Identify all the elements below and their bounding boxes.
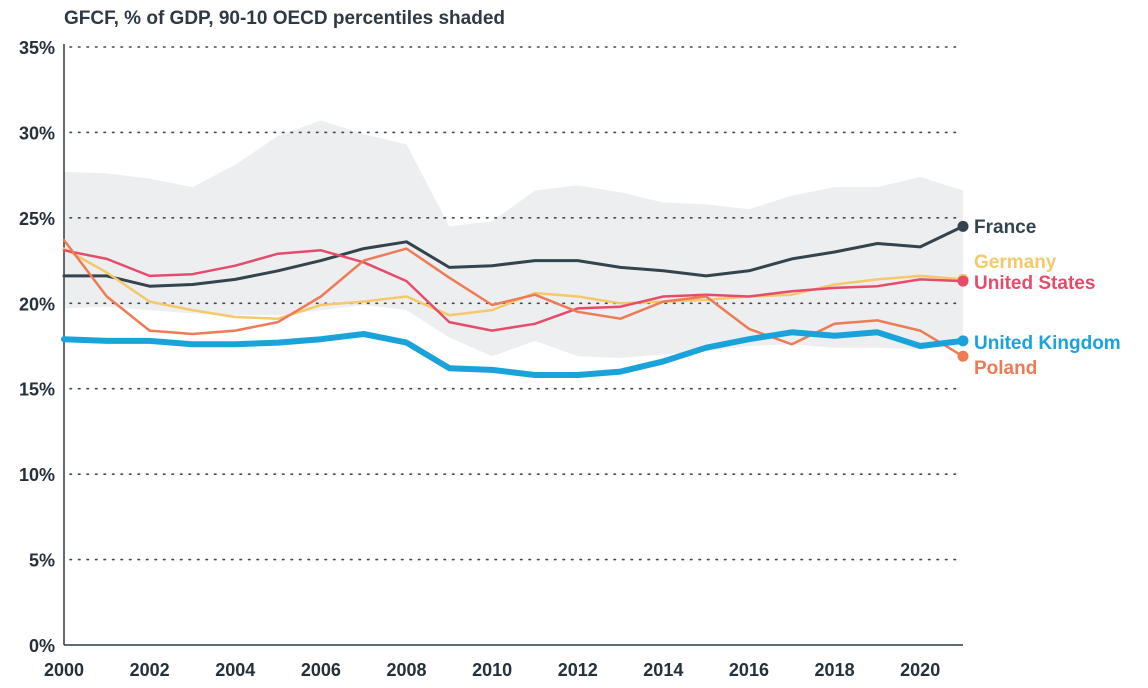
x-tick-label: 2014 xyxy=(643,660,683,680)
y-tick-label: 10% xyxy=(19,465,55,485)
chart-title: GFCF, % of GDP, 90-10 OECD percentiles s… xyxy=(64,8,505,29)
x-tick-label: 2020 xyxy=(900,660,940,680)
percentile-band xyxy=(64,120,963,358)
series-line-united-states xyxy=(62,249,965,332)
end-marker-france xyxy=(957,220,969,232)
y-tick-label: 20% xyxy=(19,294,55,314)
end-marker-poland xyxy=(957,350,969,362)
y-tick-label: 25% xyxy=(19,209,55,229)
x-tick-label: 2006 xyxy=(301,660,341,680)
y-tick-label: 35% xyxy=(19,38,55,58)
x-tick-label: 2008 xyxy=(386,660,426,680)
end-marker-united-states xyxy=(957,275,969,287)
percentile-band-layer xyxy=(64,120,963,358)
gridlines xyxy=(69,46,960,561)
series-label-france: France xyxy=(974,217,1036,238)
y-tick-label: 5% xyxy=(29,551,55,571)
y-tick-label: 30% xyxy=(19,123,55,143)
x-tick-label: 2016 xyxy=(729,660,769,680)
x-tick-label: 2010 xyxy=(472,660,512,680)
x-tick-label: 2018 xyxy=(815,660,855,680)
x-tick-label: 2012 xyxy=(558,660,598,680)
x-tick-label: 2004 xyxy=(215,660,255,680)
y-tick-label: 0% xyxy=(29,636,55,656)
series-label-united-kingdom: United Kingdom xyxy=(974,333,1121,354)
series-line-united-kingdom xyxy=(61,329,966,378)
y-tick-label: 15% xyxy=(19,380,55,400)
x-tick-label: 2000 xyxy=(44,660,84,680)
series-label-germany: Germany xyxy=(974,252,1057,273)
x-tick-label: 2002 xyxy=(130,660,170,680)
axes: 0% 5% 10% 15% 20% 25% 30% 35% 2000 2002 2004 2006 20… xyxy=(19,38,963,680)
series-label-united-states: United States xyxy=(974,273,1095,294)
series-lines xyxy=(61,220,969,378)
series-label-poland: Poland xyxy=(974,358,1037,379)
end-marker-united-kingdom xyxy=(957,335,969,347)
series-line-france xyxy=(62,224,965,288)
